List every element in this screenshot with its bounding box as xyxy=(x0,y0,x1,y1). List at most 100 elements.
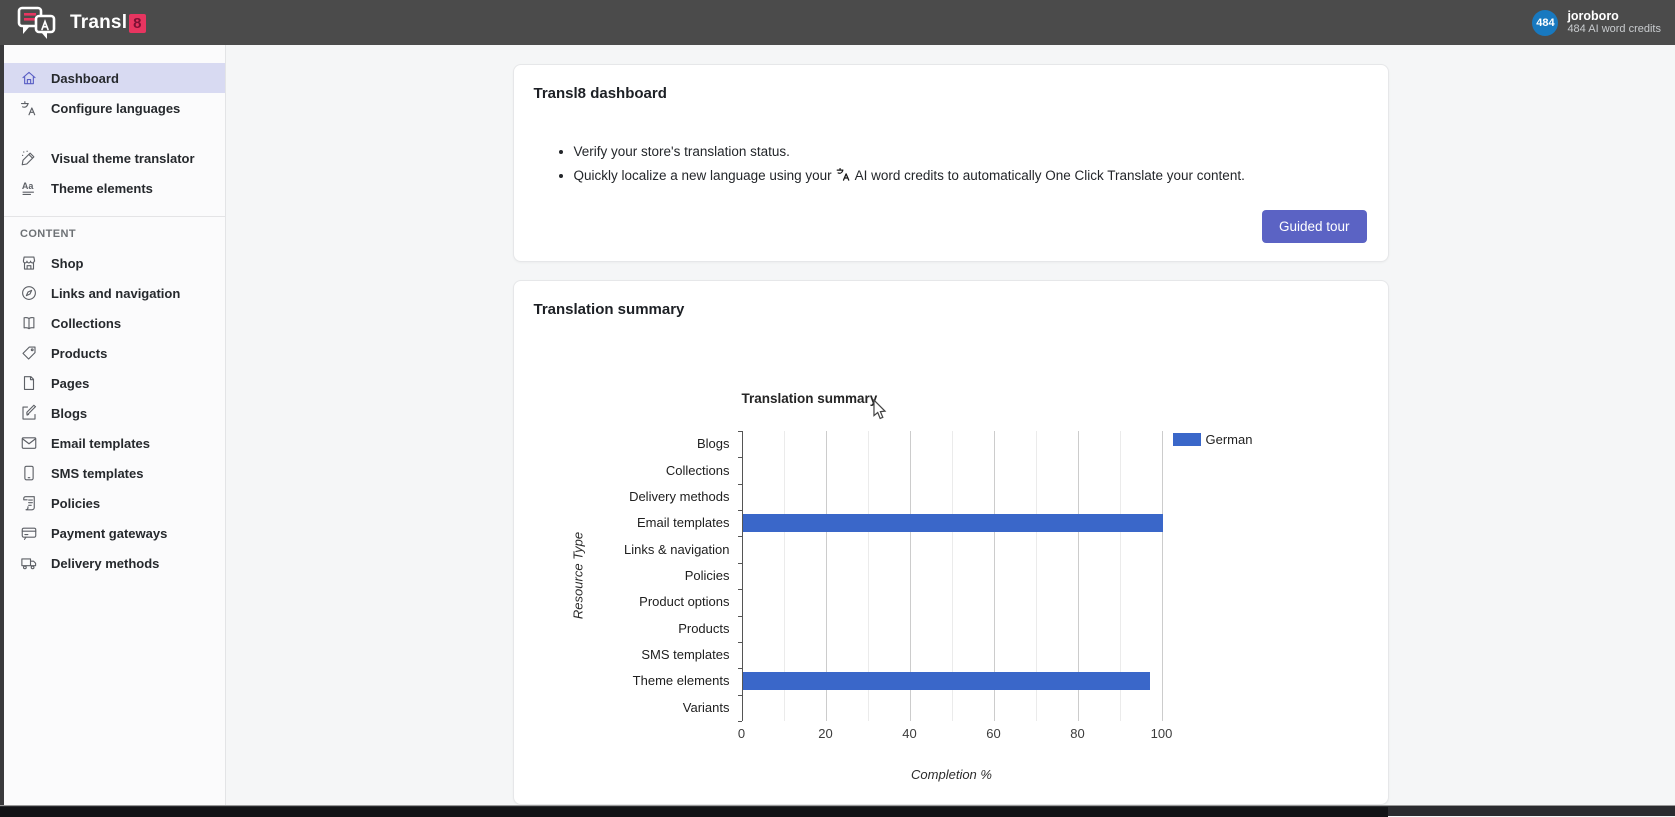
delivery-icon xyxy=(20,554,38,572)
x-tick-label: 0 xyxy=(720,726,764,741)
sidebar-item-pages[interactable]: Pages xyxy=(4,368,225,398)
legend-label: German xyxy=(1206,432,1253,447)
sidebar-item-links-and-navigation[interactable]: Links and navigation xyxy=(4,278,225,308)
category-label: Email templates xyxy=(514,515,730,530)
category-label: Policies xyxy=(514,568,730,583)
sidebar-item-label: Pages xyxy=(51,376,89,391)
sidebar-item-label: Policies xyxy=(51,496,100,511)
sidebar-item-dashboard[interactable]: Dashboard xyxy=(4,63,225,93)
email-icon xyxy=(20,434,38,452)
axis-tick xyxy=(738,510,742,511)
x-tick-label: 40 xyxy=(888,726,932,741)
payment-icon xyxy=(20,524,38,542)
axis-tick xyxy=(738,431,742,432)
sidebar-item-label: Links and navigation xyxy=(51,286,180,301)
category-label: Links & navigation xyxy=(514,542,730,557)
sidebar-item-label: Blogs xyxy=(51,406,87,421)
sidebar-item-label: Email templates xyxy=(51,436,150,451)
axis-tick xyxy=(738,457,742,458)
axis-tick xyxy=(738,695,742,696)
bullet-translation-status: Verify your store's translation status. xyxy=(574,140,1368,164)
theme-translator-icon xyxy=(20,149,38,167)
axis-tick xyxy=(738,484,742,485)
sidebar-item-label: Theme elements xyxy=(51,181,153,196)
sidebar-item-label: Dashboard xyxy=(51,71,119,86)
svg-text:Aa: Aa xyxy=(22,181,34,191)
sidebar-item-blogs[interactable]: Blogs xyxy=(4,398,225,428)
x-tick-label: 100 xyxy=(1140,726,1184,741)
category-label: Delivery methods xyxy=(514,489,730,504)
axis-tick xyxy=(738,642,742,643)
sidebar-item-shop[interactable]: Shop xyxy=(4,248,225,278)
category-label: Collections xyxy=(514,463,730,478)
page-icon xyxy=(20,374,38,392)
translate-icon xyxy=(20,99,38,117)
sidebar: Dashboard Configure languages Visual them… xyxy=(4,45,226,805)
home-icon xyxy=(20,69,38,87)
typography-icon: Aa xyxy=(20,179,38,197)
chart-title: Translation summary xyxy=(742,391,878,406)
gridline xyxy=(1162,431,1163,721)
x-tick-label: 20 xyxy=(804,726,848,741)
bullet-localize: Quickly localize a new language using yo… xyxy=(574,164,1368,188)
sidebar-item-configure-languages[interactable]: Configure languages xyxy=(4,93,225,123)
shop-icon xyxy=(20,254,38,272)
translate-inline-icon xyxy=(836,166,851,181)
x-tick-label: 60 xyxy=(972,726,1016,741)
category-label: Blogs xyxy=(514,436,730,451)
sidebar-item-email-templates[interactable]: Email templates xyxy=(4,428,225,458)
guided-tour-button[interactable]: Guided tour xyxy=(1262,210,1367,243)
sidebar-item-collections[interactable]: Collections xyxy=(4,308,225,338)
dashboard-card-title: Transl8 dashboard xyxy=(534,85,1368,102)
username: joroboro xyxy=(1567,9,1661,23)
credits-badge: 484 xyxy=(1532,10,1558,36)
sidebar-item-label: Payment gateways xyxy=(51,526,167,541)
axis-tick xyxy=(738,668,742,669)
sidebar-item-sms-templates[interactable]: SMS templates xyxy=(4,458,225,488)
collections-icon xyxy=(20,314,38,332)
axis-tick xyxy=(738,616,742,617)
account-menu[interactable]: 484 joroboro 484 AI word credits xyxy=(1532,9,1661,36)
sidebar-item-label: Delivery methods xyxy=(51,556,159,571)
sidebar-section-content: CONTENT xyxy=(4,224,225,248)
legend-swatch xyxy=(1173,433,1201,446)
translation-summary-chart: Translation summary 0 20 40 60 80 100 Blogs Coll… xyxy=(514,281,1388,804)
axis-tick xyxy=(738,589,742,590)
sidebar-item-delivery-methods[interactable]: Delivery methods xyxy=(4,548,225,578)
category-label: Products xyxy=(514,621,730,636)
y-axis-title: Resource Type xyxy=(570,476,585,676)
bar-theme-elements xyxy=(743,672,1150,690)
sidebar-item-products[interactable]: Products xyxy=(4,338,225,368)
sidebar-item-label: Visual theme translator xyxy=(51,151,195,166)
axis-tick xyxy=(738,563,742,564)
bar-email-templates xyxy=(743,514,1163,532)
category-label: Variants xyxy=(514,700,730,715)
sidebar-item-label: Products xyxy=(51,346,107,361)
axis-tick xyxy=(738,721,742,722)
sidebar-item-label: SMS templates xyxy=(51,466,143,481)
category-label: SMS templates xyxy=(514,647,730,662)
x-tick-label: 80 xyxy=(1056,726,1100,741)
credits-label: 484 AI word credits xyxy=(1567,23,1661,36)
axis-tick xyxy=(738,536,742,537)
sidebar-item-visual-theme-translator[interactable]: Visual theme translator xyxy=(4,143,225,173)
horizontal-scrollbar[interactable] xyxy=(0,805,1675,816)
dashboard-card: Transl8 dashboard Verify your store's tr… xyxy=(513,64,1389,262)
main-content: Transl8 dashboard Verify your store's tr… xyxy=(226,45,1675,805)
x-axis-title: Completion % xyxy=(852,767,1052,782)
sidebar-item-label: Configure languages xyxy=(51,101,180,116)
sms-icon xyxy=(20,464,38,482)
sidebar-item-policies[interactable]: Policies xyxy=(4,488,225,518)
sidebar-divider xyxy=(4,216,225,217)
compass-icon xyxy=(20,284,38,302)
sidebar-item-label: Shop xyxy=(51,256,84,271)
sidebar-item-payment-gateways[interactable]: Payment gateways xyxy=(4,518,225,548)
category-label: Theme elements xyxy=(514,673,730,688)
category-label: Product options xyxy=(514,594,730,609)
tag-icon xyxy=(20,344,38,362)
translation-summary-card: Translation summary Translation summary 0… xyxy=(513,280,1389,805)
sidebar-item-theme-elements[interactable]: Aa Theme elements xyxy=(4,173,225,203)
